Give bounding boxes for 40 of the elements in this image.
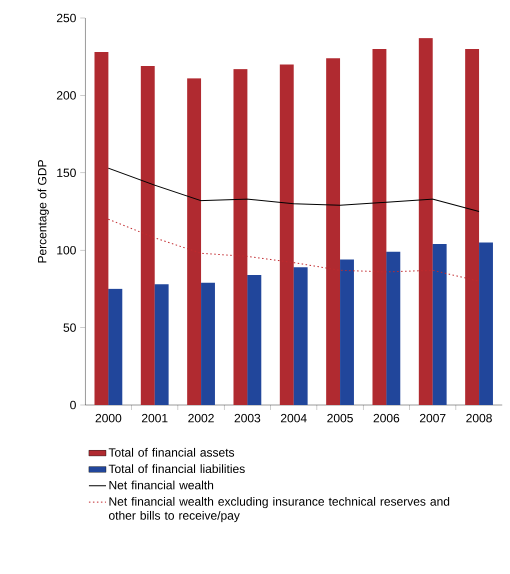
bar [340,259,354,405]
y-tick-label: 0 [70,400,76,410]
x-tick-label: 2003 [234,414,260,422]
y-tick-label: 200 [56,91,76,100]
bar [280,64,294,405]
bar [233,69,248,405]
bar [294,267,308,405]
y-tick-label: 100 [57,246,76,254]
bar [247,274,262,405]
legend-label: Net financial wealth [109,480,213,490]
x-tick-label: 2000 [96,414,122,422]
x-tick-label: 2005 [327,414,353,422]
bar [478,242,493,405]
bar [154,284,169,405]
bar [432,244,447,405]
legend-label: Total of financial liabilities [108,464,245,474]
x-tick-label: 2008 [466,414,492,422]
legend-label: Net financial wealth excluding insurance technical reserves and other bills to receive/pay [108,496,450,522]
bar [386,252,400,405]
x-tick-label: 2004 [280,414,307,422]
bar [140,66,155,405]
bar [418,38,433,405]
bar [465,48,479,405]
bar [94,52,108,405]
bar [372,48,386,405]
x-tick-label: 2007 [420,414,446,422]
line-series [108,218,480,282]
bar [108,288,122,405]
bar [200,282,215,405]
y-tick-label: 150 [57,168,76,178]
y-axis-title: Percentage of GDP [38,160,49,263]
legend-label: Total of financial assets [108,448,234,457]
x-tick-label: 2006 [374,414,400,422]
line-series [108,168,480,212]
bar [326,58,340,405]
y-tick-label: 250 [56,14,76,22]
x-tick-label: 2001 [142,414,168,422]
y-tick-label: 50 [63,323,76,332]
bar [187,78,201,405]
x-tick-label: 2002 [188,414,214,422]
